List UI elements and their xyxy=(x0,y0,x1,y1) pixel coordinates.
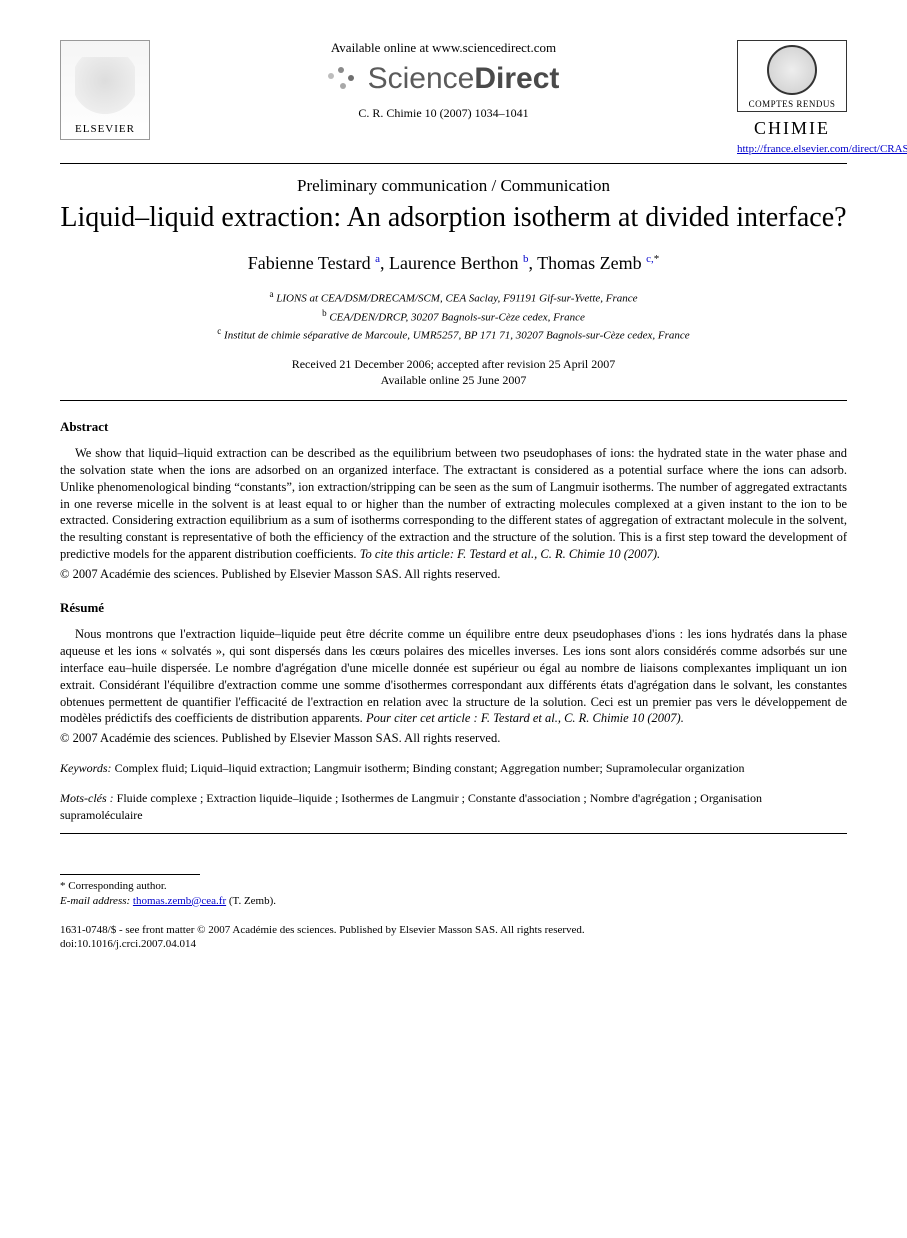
post-keywords-rule xyxy=(60,833,847,834)
keywords-en-text: Complex fluid; Liquid–liquid extraction;… xyxy=(115,761,745,775)
journal-badge: COMPTES RENDUS CHIMIE http://france.else… xyxy=(737,40,847,155)
sciencedirect-block: Available online at www.sciencedirect.co… xyxy=(150,40,737,121)
article-dates: Received 21 December 2006; accepted afte… xyxy=(60,356,847,388)
header-row: ELSEVIER Available online at www.science… xyxy=(60,40,847,155)
sciencedirect-wordmark: ScienceDirect xyxy=(368,62,560,96)
journal-name-large: CHIMIE xyxy=(737,118,847,139)
corresponding-email-link[interactable]: thomas.zemb@cea.fr xyxy=(133,895,226,907)
sd-dots-icon xyxy=(328,65,362,93)
top-rule xyxy=(60,163,847,164)
journal-name-small: COMPTES RENDUS xyxy=(742,99,842,109)
elsevier-label: ELSEVIER xyxy=(75,123,135,135)
affiliations: a LIONS at CEA/DSM/DRECAM/SCM, CEA Sacla… xyxy=(60,288,847,344)
abstract-text: We show that liquid–liquid extraction ca… xyxy=(60,446,847,561)
footnote-rule xyxy=(60,874,200,875)
email-label: E-mail address: xyxy=(60,895,130,907)
corresponding-label: * Corresponding author. xyxy=(60,879,847,894)
author-list: Fabienne Testard a, Laurence Berthon b, … xyxy=(60,253,847,274)
abstract-body: We show that liquid–liquid extraction ca… xyxy=(60,445,847,563)
resume-citation: Pour citer cet article : F. Testard et a… xyxy=(366,711,684,725)
issn-line: 1631-0748/$ - see front matter © 2007 Ac… xyxy=(60,923,847,938)
sciencedirect-logo: ScienceDirect xyxy=(150,62,737,96)
elsevier-logo: ELSEVIER xyxy=(60,40,150,140)
abstract-heading: Abstract xyxy=(60,419,847,435)
doi-line: doi:10.1016/j.crci.2007.04.014 xyxy=(60,937,847,952)
keywords-fr: Mots-clés : Fluide complexe ; Extraction… xyxy=(60,790,847,822)
resume-body: Nous montrons que l'extraction liquide–l… xyxy=(60,626,847,727)
abstract-copyright: © 2007 Académie des sciences. Published … xyxy=(60,567,847,582)
resume-heading: Résumé xyxy=(60,600,847,616)
keywords-en: Keywords: Complex fluid; Liquid–liquid e… xyxy=(60,760,847,776)
abstract-citation: To cite this article: F. Testard et al.,… xyxy=(360,547,660,561)
journal-url-link[interactable]: http://france.elsevier.com/direct/CRAS2C… xyxy=(737,143,847,155)
corresponding-author: * Corresponding author. E-mail address: … xyxy=(60,879,847,909)
article-type: Preliminary communication / Communicatio… xyxy=(60,176,847,196)
received-line: Received 21 December 2006; accepted afte… xyxy=(60,356,847,372)
article-title: Liquid–liquid extraction: An adsorption … xyxy=(60,200,847,235)
elsevier-tree-icon xyxy=(75,57,135,117)
resume-copyright: © 2007 Académie des sciences. Published … xyxy=(60,731,847,746)
citation-line: C. R. Chimie 10 (2007) 1034–1041 xyxy=(150,106,737,121)
pre-abstract-rule xyxy=(60,400,847,401)
keywords-fr-text: Fluide complexe ; Extraction liquide–liq… xyxy=(60,791,762,821)
keywords-fr-label: Mots-clés : xyxy=(60,791,114,805)
email-paren: (T. Zemb). xyxy=(229,895,276,907)
keywords-en-label: Keywords: xyxy=(60,761,112,775)
front-matter-line: 1631-0748/$ - see front matter © 2007 Ac… xyxy=(60,923,847,953)
available-online-text: Available online at www.sciencedirect.co… xyxy=(150,40,737,56)
journal-seal-icon xyxy=(767,45,817,95)
available-online-line: Available online 25 June 2007 xyxy=(60,372,847,388)
